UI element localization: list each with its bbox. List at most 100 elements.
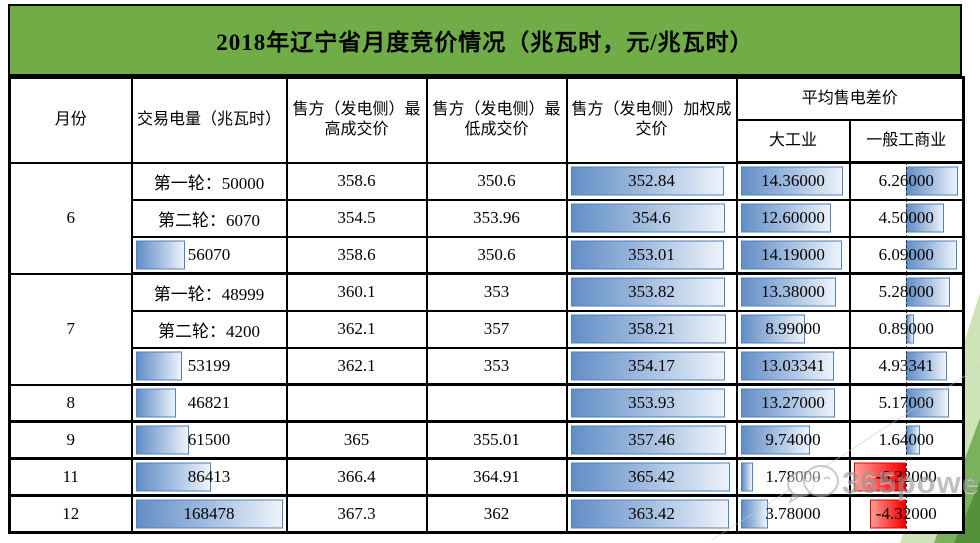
data-bar	[135, 462, 212, 492]
header-max-price: 售方（发电侧）最高成交价	[285, 76, 428, 164]
data-bar	[570, 166, 725, 196]
cell-wavg-price: 354.17	[565, 346, 738, 386]
cell-general-industry: 6.09000	[848, 235, 965, 275]
header-wavg-price: 售方（发电侧）加权成交价	[565, 76, 738, 164]
axis-line	[906, 423, 908, 456]
data-bar	[740, 277, 837, 307]
cell-volume: 168478	[130, 494, 288, 534]
cell-general-industry: 6.26000	[848, 161, 965, 201]
cell-big-industry: 14.19000	[735, 235, 851, 275]
data-bar	[570, 462, 730, 492]
cell-wavg-price: 358.21	[565, 309, 738, 349]
cell-min-price	[425, 383, 568, 423]
cell-general-industry: 4.93341	[848, 346, 965, 386]
cell-max-price: 358.6	[285, 161, 428, 201]
cell-volume: 46821	[130, 383, 288, 423]
cell-month: 11	[8, 457, 133, 497]
cell-min-price: 353.96	[425, 198, 568, 238]
cell-general-industry: -6.32000	[848, 457, 965, 497]
axis-line	[906, 164, 908, 198]
data-bar	[740, 166, 844, 196]
header-month: 月份	[8, 76, 133, 164]
data-bar	[570, 499, 729, 529]
cell-max-price: 365	[285, 420, 428, 460]
bidding-table: 月份 交易电量（兆瓦时） 售方（发电侧）最高成交价 售方（发电侧）最低成交价 售…	[8, 76, 966, 534]
cell-general-industry: 0.89000	[848, 309, 965, 349]
cell-big-industry: 1.78000	[735, 457, 851, 497]
cell-wavg-price: 354.6	[565, 198, 738, 238]
cell-general-industry: 5.17000	[848, 383, 965, 423]
cell-min-price: 353	[425, 346, 568, 386]
data-bar	[135, 425, 190, 455]
cell-big-industry: 8.99000	[735, 309, 851, 349]
cell-month: 6	[8, 161, 133, 275]
table-row: 53199 362.1 353 354.17 13.03341 4.93341	[10, 346, 965, 386]
data-bar	[740, 388, 836, 418]
data-bar	[570, 351, 725, 381]
cell-wavg-price: 353.82	[565, 272, 738, 312]
cell-min-price: 364.91	[425, 457, 568, 497]
cell-wavg-price: 357.46	[565, 420, 738, 460]
axis-line	[906, 312, 908, 346]
axis-line	[906, 238, 908, 271]
data-bar	[906, 166, 959, 196]
table-row: 6 第一轮：50000 358.6 350.6 352.84 14.36000 …	[8, 161, 965, 275]
cell-general-industry: 1.64000	[848, 420, 965, 460]
cell-min-price: 362	[425, 494, 568, 534]
axis-line	[906, 201, 908, 235]
data-bar	[135, 240, 185, 270]
data-bar	[740, 425, 811, 455]
cell-big-industry: 14.36000	[735, 161, 851, 201]
table-row: 第二轮：6070 354.5 353.96 354.6 12.60000 4.5…	[10, 198, 965, 238]
cell-big-industry: 13.38000	[735, 272, 851, 312]
header-big-industry: 大工业	[735, 118, 851, 164]
data-bar	[906, 277, 951, 307]
negative-data-bar	[870, 499, 907, 529]
table-row: 9 61500 365 355.01 357.46 9.74000 1.6400…	[8, 420, 965, 460]
cell-volume: 61500	[130, 420, 288, 460]
table-row: 8 46821 353.93 13.27000 5.17000	[8, 383, 965, 423]
cell-month: 9	[8, 420, 133, 460]
cell-max-price: 362.1	[285, 309, 428, 349]
cell-max-price: 360.1	[285, 272, 428, 312]
cell-general-industry: 5.28000	[848, 272, 965, 312]
data-bar	[570, 277, 725, 307]
data-bar	[740, 351, 834, 381]
data-bar	[135, 388, 177, 418]
table-row: 12 168478 367.3 362 363.42 3.78000 -4.32…	[8, 494, 965, 534]
header-volume: 交易电量（兆瓦时）	[130, 76, 288, 164]
cell-wavg-price: 365.42	[565, 457, 738, 497]
cell-month: 8	[8, 383, 133, 423]
cell-wavg-price: 363.42	[565, 494, 738, 534]
header-general-industry: 一般工商业	[848, 118, 965, 164]
data-bar	[906, 388, 950, 418]
cell-month: 12	[8, 494, 133, 534]
cell-min-price: 350.6	[425, 161, 568, 201]
cell-volume: 86413	[130, 457, 288, 497]
cell-max-price	[285, 383, 428, 423]
axis-line	[906, 275, 908, 309]
cell-big-industry: 13.27000	[735, 383, 851, 423]
cell-min-price: 350.6	[425, 235, 568, 275]
cell-volume: 第一轮：50000	[130, 161, 288, 201]
cell-min-price: 357	[425, 309, 568, 349]
table-row: 7 第一轮：48999 360.1 353 353.82 13.38000 5.…	[8, 272, 965, 386]
cell-month: 7	[8, 272, 133, 386]
cell-volume: 第二轮：4200	[130, 309, 288, 349]
data-bar	[740, 203, 831, 233]
cell-max-price: 366.4	[285, 457, 428, 497]
negative-data-bar	[853, 462, 907, 492]
data-bar	[570, 240, 725, 270]
cell-big-industry: 12.60000	[735, 198, 851, 238]
table-row: 56070 358.6 350.6 353.01 14.19000 6.0900…	[10, 235, 965, 275]
header-min-price: 售方（发电侧）最低成交价	[425, 76, 568, 164]
data-bar	[135, 499, 283, 529]
cell-big-industry: 13.03341	[735, 346, 851, 386]
cell-wavg-price: 352.84	[565, 161, 738, 201]
data-bar	[906, 203, 944, 233]
table-row: 11 86413 366.4 364.91 365.42 1.78000 -6.…	[8, 457, 965, 497]
data-bar	[740, 314, 805, 344]
axis-line	[906, 349, 908, 382]
page-title: 2018年辽宁省月度竞价情况（兆瓦时，元/兆瓦时）	[8, 4, 962, 76]
data-bar	[570, 388, 725, 418]
